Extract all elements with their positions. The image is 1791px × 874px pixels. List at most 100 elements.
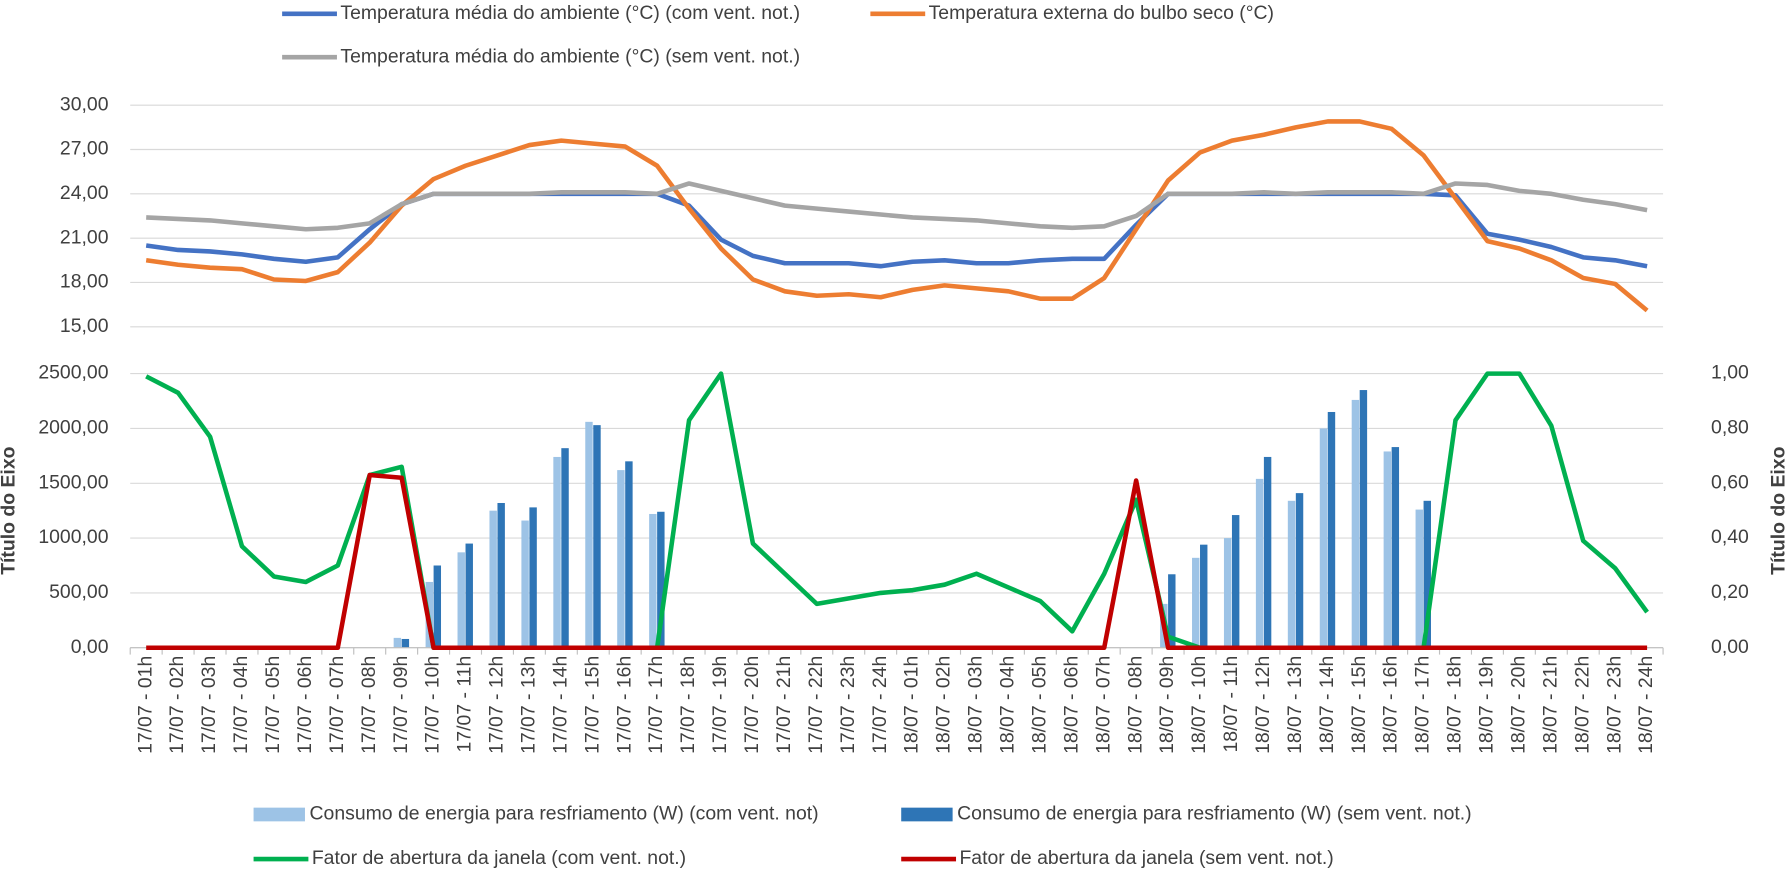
bar xyxy=(1415,509,1423,648)
bar xyxy=(1168,574,1176,648)
bar xyxy=(625,461,633,648)
x-tick-label: 17/07 - 22h xyxy=(805,656,827,754)
y2-tick-label: 1,00 xyxy=(1711,362,1749,384)
x-tick-label: 18/07 - 16h xyxy=(1380,656,1402,754)
x-tick-label: 18/07 - 12h xyxy=(1252,656,1274,754)
bar xyxy=(617,470,625,648)
bar xyxy=(1295,493,1304,648)
bar xyxy=(521,520,529,648)
legend-label: Temperatura externa do bulbo seco (°C) xyxy=(929,2,1274,24)
x-tick-label: 17/07 - 21h xyxy=(773,656,795,754)
legend-label: Temperatura média do ambiente (°C) (com … xyxy=(340,2,800,24)
y-tick-label: 30,00 xyxy=(60,93,109,115)
bar xyxy=(1359,390,1368,648)
x-tick-label: 18/07 - 07h xyxy=(1092,656,1114,754)
bar xyxy=(585,421,593,648)
bar xyxy=(401,638,410,648)
bar xyxy=(393,637,402,648)
bar xyxy=(1383,451,1392,648)
x-tick-label: 18/07 - 11h xyxy=(1220,656,1242,753)
y-tick-label: 21,00 xyxy=(60,226,109,248)
series-line xyxy=(145,191,1648,269)
legend-label: Consumo de energia para resfriamento (W)… xyxy=(310,803,819,825)
bar xyxy=(1423,500,1431,648)
bar xyxy=(457,552,465,648)
bar xyxy=(1200,544,1208,648)
bar xyxy=(561,448,569,648)
x-tick-label: 18/07 - 15h xyxy=(1348,656,1370,754)
x-tick-label: 18/07 - 13h xyxy=(1284,656,1306,754)
x-tick-label: 17/07 - 03h xyxy=(198,656,220,754)
x-tick-label: 18/07 - 17h xyxy=(1412,656,1434,754)
bar xyxy=(1287,500,1296,648)
bar xyxy=(593,425,601,648)
y-tick-label: 24,00 xyxy=(60,182,109,204)
y2-axis-title: Título do Eixo xyxy=(1768,446,1790,574)
x-tick-label: 17/07 - 15h xyxy=(581,656,603,754)
bar xyxy=(1327,411,1336,648)
y-tick-label: 18,00 xyxy=(60,271,109,293)
y-axis-title: Título do Eixo xyxy=(0,446,19,574)
x-tick-label: 17/07 - 17h xyxy=(645,656,667,754)
series-line xyxy=(146,181,1648,232)
x-tick-label: 17/07 - 08h xyxy=(358,656,380,754)
x-tick-label: 17/07 - 01h xyxy=(134,656,156,754)
y-tick-label: 0,00 xyxy=(71,636,109,658)
x-tick-label: 18/07 - 18h xyxy=(1444,656,1466,754)
x-tick-label: 17/07 - 04h xyxy=(230,656,252,754)
x-tick-label: 17/07 - 20h xyxy=(741,656,763,754)
y2-tick-label: 0,60 xyxy=(1711,471,1749,493)
x-tick-label: 17/07 - 12h xyxy=(486,656,508,754)
bar xyxy=(497,502,505,648)
bar xyxy=(1231,515,1240,648)
bar xyxy=(649,513,657,648)
x-tick-label: 17/07 - 18h xyxy=(677,656,699,754)
x-tick-label: 18/07 - 10h xyxy=(1188,656,1210,754)
y-tick-label: 1000,00 xyxy=(38,526,108,548)
x-tick-label: 17/07 - 06h xyxy=(294,656,316,754)
x-tick-label: 18/07 - 02h xyxy=(933,656,955,754)
y-tick-label: 27,00 xyxy=(60,138,109,160)
x-tick-label: 18/07 - 08h xyxy=(1124,656,1146,754)
bar xyxy=(1319,428,1328,648)
legend-swatch xyxy=(901,807,953,822)
x-tick-label: 18/07 - 04h xyxy=(997,656,1019,754)
x-tick-label: 17/07 - 11h xyxy=(454,656,476,753)
y-tick-label: 2000,00 xyxy=(38,417,108,439)
y2-tick-label: 0,40 xyxy=(1711,526,1749,548)
x-tick-label: 18/07 - 24h xyxy=(1635,656,1657,754)
y-tick-label: 500,00 xyxy=(49,581,109,603)
x-tick-label: 17/07 - 05h xyxy=(262,656,284,754)
bar xyxy=(1192,557,1200,648)
legend-label: Fator de abertura da janela (com vent. n… xyxy=(312,847,686,869)
x-tick-label: 18/07 - 05h xyxy=(1028,656,1050,754)
bar xyxy=(529,507,537,648)
bar xyxy=(1351,399,1360,648)
x-tick-label: 17/07 - 16h xyxy=(613,656,635,754)
y-tick-label: 15,00 xyxy=(60,315,109,337)
series-line xyxy=(145,119,1649,313)
x-tick-label: 18/07 - 19h xyxy=(1476,656,1498,754)
y-tick-label: 1500,00 xyxy=(38,471,108,493)
x-tick-label: 17/07 - 09h xyxy=(390,656,412,754)
x-tick-label: 17/07 - 14h xyxy=(549,656,571,754)
x-tick-label: 18/07 - 01h xyxy=(901,656,923,754)
legend-swatch xyxy=(253,807,305,822)
bar xyxy=(433,565,442,648)
bar xyxy=(1263,456,1272,648)
bar xyxy=(1255,478,1264,648)
x-tick-label: 18/07 - 22h xyxy=(1571,656,1593,754)
x-tick-label: 17/07 - 24h xyxy=(869,656,891,754)
legend-label: Fator de abertura da janela (sem vent. n… xyxy=(959,847,1333,869)
x-tick-label: 18/07 - 03h xyxy=(965,656,987,754)
x-tick-label: 17/07 - 19h xyxy=(709,656,731,754)
bar xyxy=(1223,538,1232,648)
bar xyxy=(553,456,561,648)
x-tick-label: 17/07 - 13h xyxy=(518,656,540,754)
x-tick-label: 17/07 - 10h xyxy=(422,656,444,754)
x-tick-label: 18/07 - 20h xyxy=(1507,656,1529,754)
x-tick-label: 18/07 - 23h xyxy=(1603,656,1625,754)
x-tick-label: 17/07 - 07h xyxy=(326,656,348,754)
bar xyxy=(1391,447,1400,648)
